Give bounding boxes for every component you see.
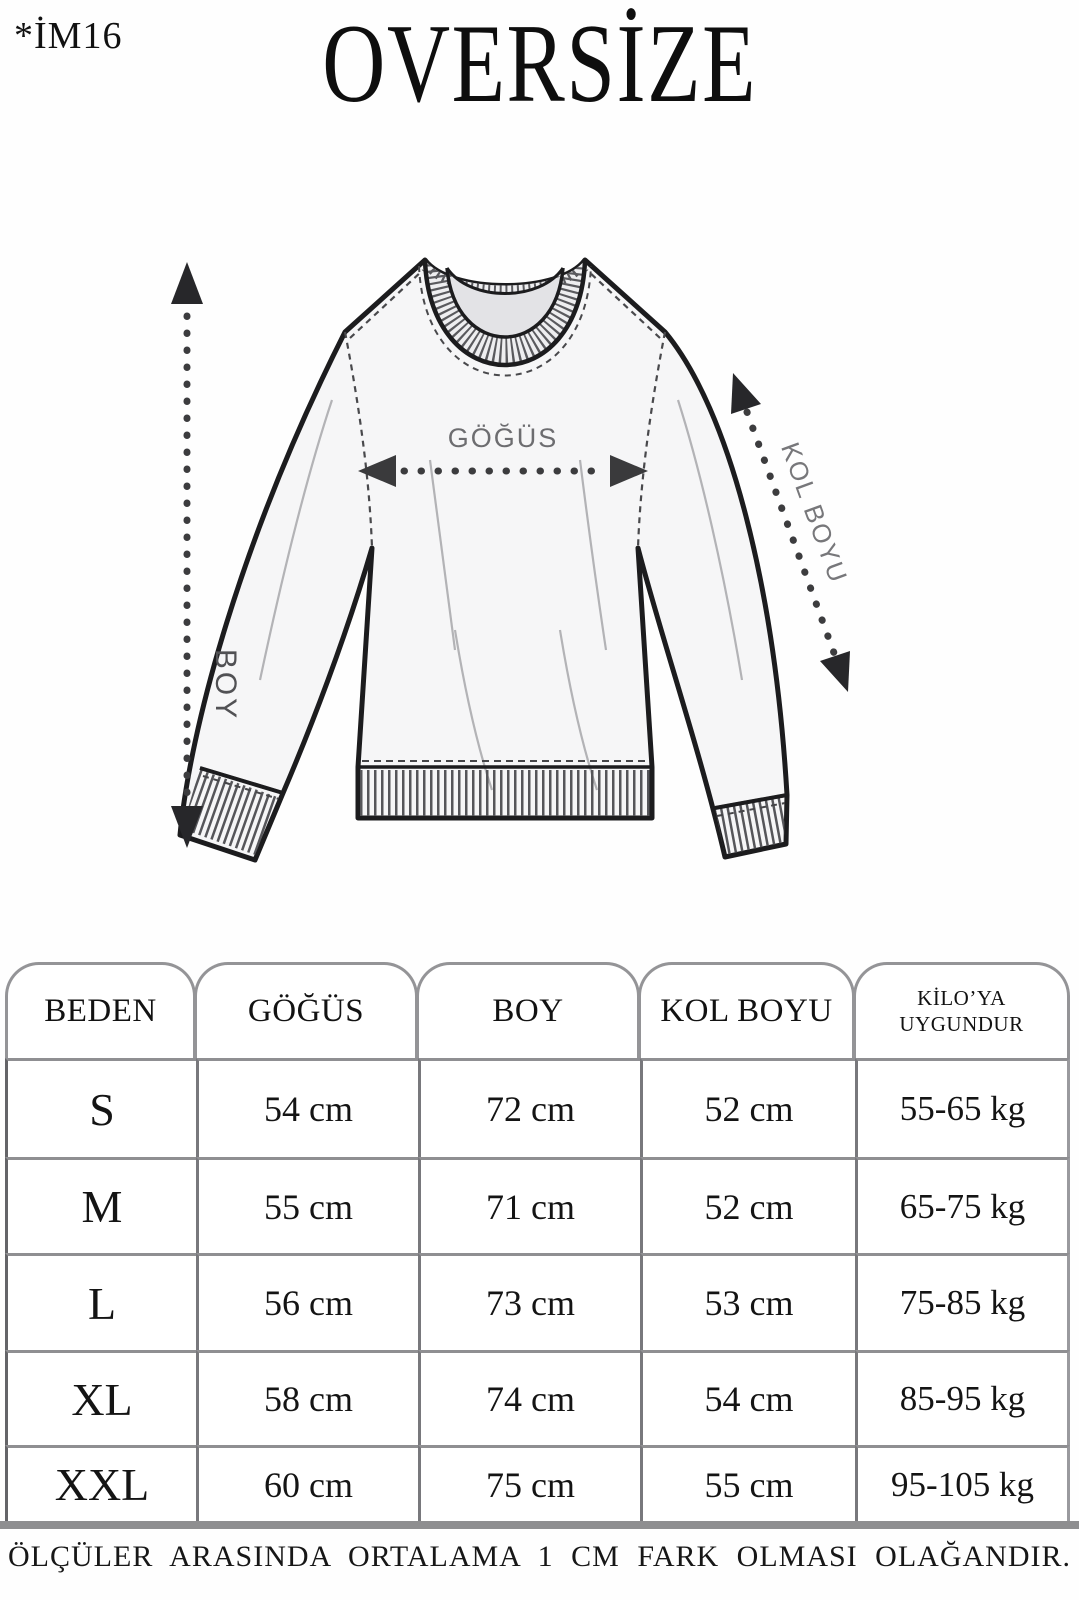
sleeve-cell-l: 53 cm — [640, 1253, 855, 1350]
table-bottom-divider — [0, 1521, 1079, 1529]
column-header-beden: BEDEN — [5, 962, 196, 1058]
length-cell-m: 71 cm — [418, 1157, 640, 1253]
length-arrow-up-icon — [171, 262, 203, 304]
size-cell-l: L — [5, 1253, 196, 1350]
size-cell-xxl: XXL — [5, 1445, 196, 1521]
page-title-text: OVERSİZE — [322, 2, 757, 126]
right-cuff — [714, 793, 789, 859]
sleeve-cell-xl: 54 cm — [640, 1350, 855, 1445]
sleeve-label: KOL BOYU — [775, 438, 854, 587]
length-measure-arrow: BOY — [171, 262, 242, 848]
hem-rib — [358, 760, 652, 816]
product-code-label: *İM16 — [14, 15, 123, 57]
length-cell-l: 73 cm — [418, 1253, 640, 1350]
length-label: BOY — [209, 649, 242, 721]
weight-cell-l: 75-85 kg — [855, 1253, 1070, 1350]
chest-measure-arrow: GÖĞÜS — [358, 422, 648, 487]
size-cell-xl: XL — [5, 1350, 196, 1445]
weight-cell-xxl: 95-105 kg — [855, 1445, 1070, 1521]
page-title: OVERSİZE — [0, 2, 1079, 126]
size-cell-s: S — [5, 1058, 196, 1157]
chest-cell-xl: 58 cm — [196, 1350, 418, 1445]
left-cuff — [179, 766, 285, 862]
column-header-gogus: GÖĞÜS — [194, 962, 418, 1058]
length-cell-s: 72 cm — [418, 1058, 640, 1157]
weight-cell-s: 55-65 kg — [855, 1058, 1070, 1157]
sweatshirt-drawing — [177, 257, 790, 863]
chest-cell-m: 55 cm — [196, 1157, 418, 1253]
chest-arrow-left-icon — [358, 455, 396, 487]
chest-cell-xxl: 60 cm — [196, 1445, 418, 1521]
weight-cell-m: 65-75 kg — [855, 1157, 1070, 1253]
column-header-boy: BOY — [416, 962, 640, 1058]
sleeve-arrow-down-icon — [820, 651, 850, 692]
chest-cell-l: 56 cm — [196, 1253, 418, 1350]
sweatshirt-measurement-diagram: BOY GÖĞÜS KOL BOYU — [171, 257, 854, 863]
size-cell-m: M — [5, 1157, 196, 1253]
seam-stitches — [343, 269, 667, 549]
length-cell-xxl: 75 cm — [418, 1445, 640, 1521]
length-arrow-down-icon — [171, 806, 203, 848]
chest-cell-s: 54 cm — [196, 1058, 418, 1157]
size-table: BEDEN GÖĞÜS BOY KOL BOYU KİLO’YA UYGUNDU… — [5, 962, 1070, 1521]
chest-label: GÖĞÜS — [448, 422, 559, 453]
length-cell-xl: 74 cm — [418, 1350, 640, 1445]
sleeve-cell-s: 52 cm — [640, 1058, 855, 1157]
chest-arrow-right-icon — [610, 455, 648, 487]
column-header-kilo: KİLO’YA UYGUNDUR — [853, 962, 1070, 1058]
column-header-kol-boyu: KOL BOYU — [638, 962, 855, 1058]
sleeve-cell-xxl: 55 cm — [640, 1445, 855, 1521]
sleeve-cell-m: 52 cm — [640, 1157, 855, 1253]
sleeve-arrow-up-icon — [731, 373, 761, 414]
footer-note: ÖLÇÜLER ARASINDA ORTALAMA 1 CM FARK OLMA… — [8, 1540, 1071, 1573]
collar — [418, 259, 592, 377]
sweatshirt-outline — [177, 257, 790, 863]
weight-cell-xl: 85-95 kg — [855, 1350, 1070, 1445]
